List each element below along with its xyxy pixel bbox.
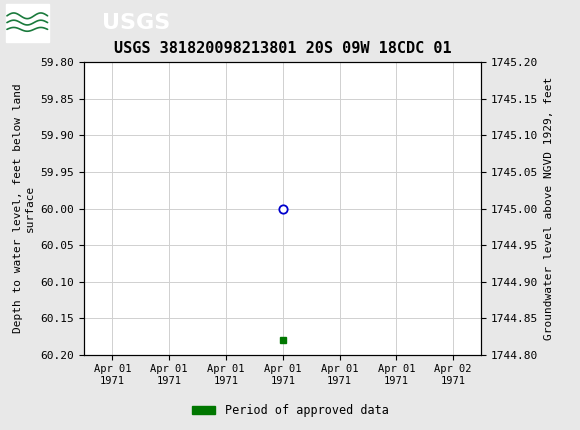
Y-axis label: Depth to water level, feet below land
surface: Depth to water level, feet below land su… <box>13 84 35 333</box>
Bar <box>6 3 49 42</box>
Y-axis label: Groundwater level above NGVD 1929, feet: Groundwater level above NGVD 1929, feet <box>544 77 554 340</box>
Text: USGS: USGS <box>102 12 170 33</box>
Title: USGS 381820098213801 20S 09W 18CDC 01: USGS 381820098213801 20S 09W 18CDC 01 <box>114 40 452 55</box>
Legend: Period of approved data: Period of approved data <box>187 399 393 422</box>
